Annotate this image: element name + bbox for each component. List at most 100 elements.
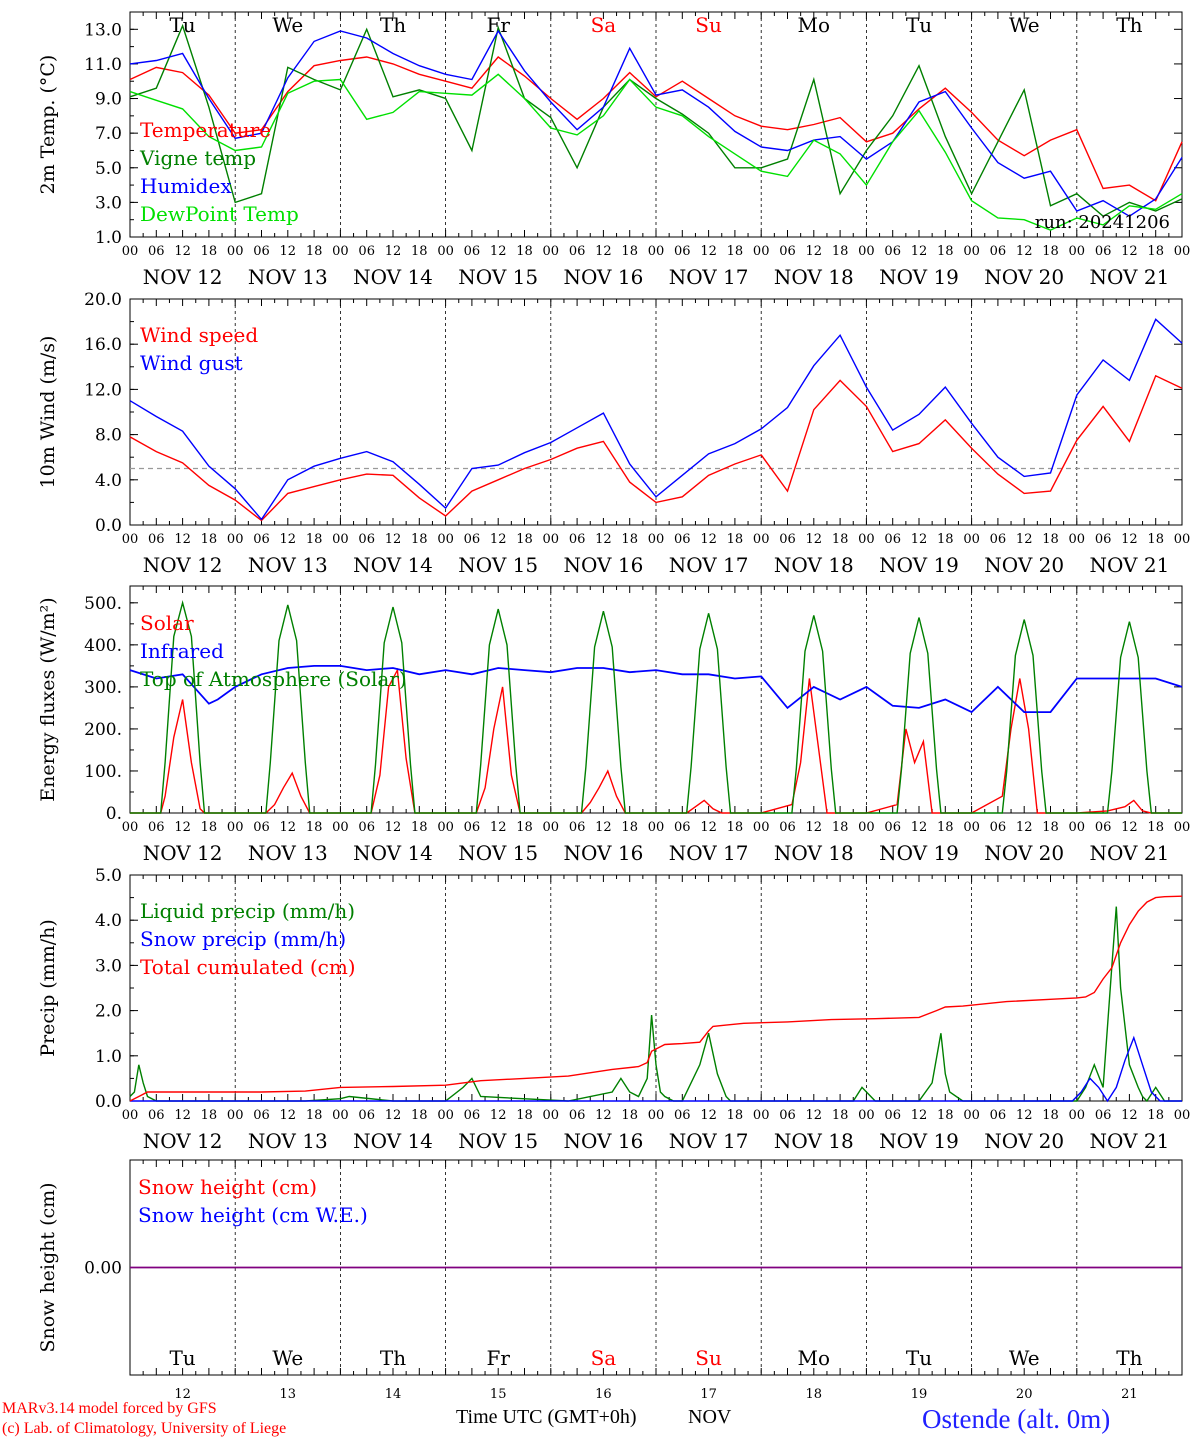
- hour-tick-label: 18: [306, 244, 323, 259]
- hour-tick-label: 18: [1147, 532, 1164, 547]
- hour-tick-label: 00: [648, 532, 665, 547]
- hour-tick-label: 00: [122, 1108, 139, 1123]
- date-label: NOV 12: [143, 1129, 223, 1153]
- date-label: NOV 16: [564, 841, 644, 865]
- hour-tick-label: 00: [858, 244, 875, 259]
- y-tick-label: 2.0: [95, 1002, 122, 1022]
- day-name-label: Sa: [591, 13, 617, 37]
- day-number-label: 13: [280, 1387, 297, 1402]
- hour-tick-label: 06: [990, 244, 1007, 259]
- y-tick-label: 5.0: [95, 866, 122, 886]
- date-label: NOV 21: [1090, 1129, 1170, 1153]
- series-line-total-cumulated-cm: [129, 895, 1183, 1102]
- hour-tick-label: 06: [779, 532, 796, 547]
- hour-tick-label: 06: [358, 1108, 375, 1123]
- hour-tick-label: 06: [253, 532, 270, 547]
- date-label: NOV 13: [248, 841, 328, 865]
- hour-tick-label: 18: [727, 1108, 744, 1123]
- series-line-humidex: [129, 29, 1183, 218]
- panel-5: [129, 1159, 1183, 1376]
- hour-tick-label: 12: [490, 820, 507, 835]
- hour-tick-label: 00: [1174, 1108, 1191, 1123]
- legend-entry: Solar: [140, 611, 194, 635]
- hour-tick-label: 06: [253, 244, 270, 259]
- date-label: NOV 14: [353, 841, 433, 865]
- legend-entry: Wind gust: [140, 351, 243, 375]
- hour-tick-label: 00: [332, 1108, 349, 1123]
- hour-tick-label: 06: [148, 820, 165, 835]
- hour-tick-label: 06: [884, 1108, 901, 1123]
- hour-tick-label: 18: [727, 244, 744, 259]
- hour-tick-label: 06: [674, 820, 691, 835]
- hour-tick-label: 18: [1042, 532, 1059, 547]
- panel-2: [129, 298, 1183, 526]
- date-label: NOV 17: [669, 841, 749, 865]
- hour-tick-label: 18: [937, 532, 954, 547]
- hour-tick-label: 06: [464, 820, 481, 835]
- date-label: NOV 12: [143, 553, 223, 577]
- date-label: NOV 19: [879, 553, 959, 577]
- hour-tick-label: 00: [1174, 244, 1191, 259]
- hour-tick-label: 18: [832, 532, 849, 547]
- date-label: NOV 15: [458, 1129, 538, 1153]
- series-line-wind-gust: [129, 318, 1183, 521]
- hour-tick-label: 18: [411, 244, 428, 259]
- date-label: NOV 17: [669, 265, 749, 289]
- hour-tick-label: 18: [1042, 1108, 1059, 1123]
- hour-tick-label: 06: [569, 820, 586, 835]
- hour-tick-label: 00: [227, 1108, 244, 1123]
- hour-tick-label: 06: [990, 1108, 1007, 1123]
- hour-tick-label: 00: [543, 1108, 560, 1123]
- series-line-top-of-atmosphere-solar: [130, 600, 1182, 814]
- series-line-infrared: [129, 665, 1183, 714]
- hour-tick-label: 06: [779, 820, 796, 835]
- date-label: NOV 13: [248, 553, 328, 577]
- hour-tick-label: 18: [411, 820, 428, 835]
- hour-tick-label: 18: [1042, 820, 1059, 835]
- date-label: NOV 18: [774, 841, 854, 865]
- day-number-label: 12: [174, 1387, 191, 1402]
- y-tick-label: 0.0: [95, 1092, 122, 1112]
- station-name: Ostende (alt. 0m): [922, 1404, 1111, 1434]
- date-label: NOV 20: [984, 553, 1064, 577]
- hour-tick-label: 06: [674, 532, 691, 547]
- series-line-snow-precip-mm-h: [130, 1035, 1182, 1103]
- y-tick-label: 0.: [106, 804, 122, 824]
- hour-tick-label: 18: [621, 1108, 638, 1123]
- hour-tick-label: 18: [832, 244, 849, 259]
- y-tick-label: 3.0: [95, 956, 122, 976]
- hour-tick-label: 12: [1016, 532, 1033, 547]
- hour-tick-label: 06: [884, 820, 901, 835]
- hour-tick-label: 00: [858, 1108, 875, 1123]
- day-number-label: 20: [1016, 1387, 1033, 1402]
- date-label: NOV 20: [984, 841, 1064, 865]
- panel-1: [129, 11, 1183, 238]
- hour-tick-label: 00: [753, 820, 770, 835]
- hour-tick-label: 00: [648, 820, 665, 835]
- day-name-label: Sa: [591, 1346, 617, 1370]
- hour-tick-label: 18: [1147, 1108, 1164, 1123]
- hour-tick-label: 18: [727, 820, 744, 835]
- date-label: NOV 17: [669, 1129, 749, 1153]
- date-label: NOV 21: [1090, 265, 1170, 289]
- hour-tick-label: 18: [621, 820, 638, 835]
- y-tick-label: 300.: [84, 678, 122, 698]
- y-tick-label: 0.00: [84, 1259, 122, 1279]
- y-tick-label: 4.0: [95, 471, 122, 491]
- hour-tick-label: 18: [621, 244, 638, 259]
- hour-tick-label: 12: [1121, 1108, 1138, 1123]
- x-axis-label: Time UTC (GMT+0h): [456, 1406, 637, 1428]
- hour-tick-label: 18: [201, 532, 218, 547]
- series-line-vigne-temp: [129, 23, 1183, 218]
- hour-tick-label: 12: [595, 532, 612, 547]
- hour-tick-label: 00: [1174, 820, 1191, 835]
- hour-tick-label: 00: [963, 1108, 980, 1123]
- hour-tick-label: 00: [858, 820, 875, 835]
- hour-tick-label: 12: [806, 244, 823, 259]
- date-label: NOV 20: [984, 1129, 1064, 1153]
- y-tick-label: 1.0: [95, 1047, 122, 1067]
- hour-tick-label: 12: [280, 820, 297, 835]
- hour-tick-label: 00: [122, 244, 139, 259]
- day-name-label: Tu: [906, 1346, 932, 1370]
- date-label: NOV 16: [564, 553, 644, 577]
